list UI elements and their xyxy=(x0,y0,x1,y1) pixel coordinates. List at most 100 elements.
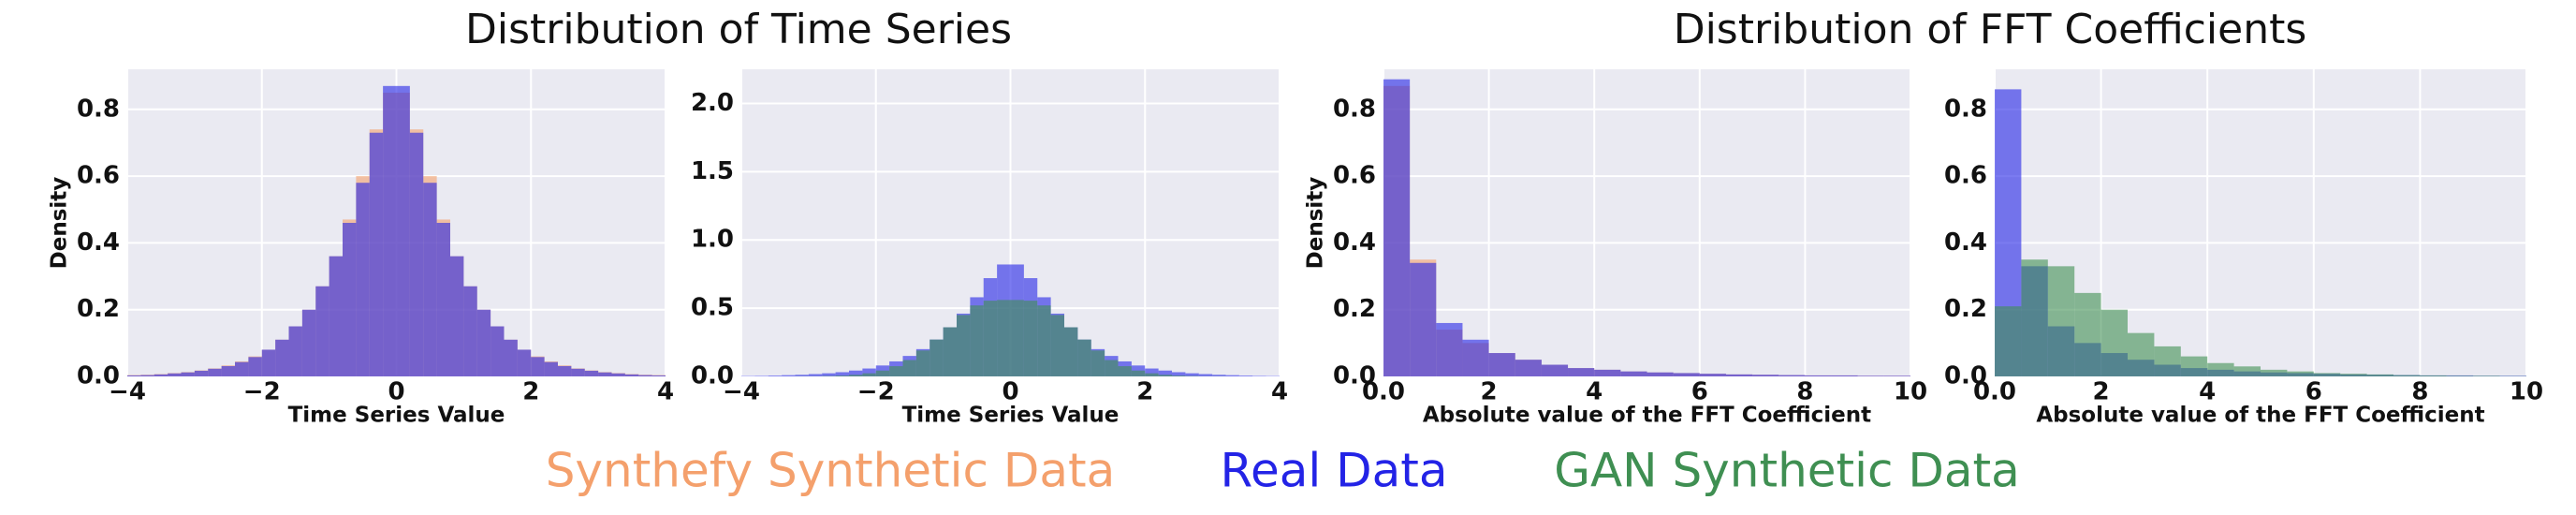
x-tick-label: 2 xyxy=(2093,378,2110,406)
histogram-bar xyxy=(1252,375,1266,376)
histogram-bar xyxy=(127,375,141,376)
y-tick-label: 0.2 xyxy=(1333,295,1376,323)
histogram-bar xyxy=(1238,375,1253,376)
histogram-bar xyxy=(194,370,209,376)
histogram-bar xyxy=(1778,375,1806,376)
histogram-bar xyxy=(2446,375,2474,376)
histogram-bar xyxy=(915,350,930,376)
histogram-bar xyxy=(1995,306,2022,376)
y-tick-label: 0.4 xyxy=(77,228,120,257)
histogram-bar xyxy=(2180,356,2208,376)
histogram-bar xyxy=(423,183,437,376)
histogram-bar xyxy=(450,256,464,376)
x-tick-label: 0 xyxy=(1002,378,1018,406)
x-tick-label: 6 xyxy=(1691,378,1708,406)
histogram-bar xyxy=(517,349,532,376)
histogram-bar xyxy=(383,85,397,377)
histogram-bar xyxy=(598,372,612,376)
histogram-bar xyxy=(1158,375,1172,376)
histogram-bar xyxy=(1090,350,1105,376)
figure-title: Distribution of FFT Coefficients xyxy=(1674,6,2307,53)
y-tick-label: 0.6 xyxy=(1944,162,1987,190)
histogram-bar xyxy=(315,286,329,376)
histogram-bar xyxy=(2313,373,2341,376)
histogram-bar xyxy=(1185,373,1199,376)
histogram-bar xyxy=(1831,375,1858,376)
x-tick-label: 2 xyxy=(1481,378,1498,406)
y-axis-label: Density xyxy=(48,177,72,270)
x-tick-label: 4 xyxy=(1586,378,1603,406)
histogram-bar xyxy=(1673,373,1700,376)
y-tick-label: 2.0 xyxy=(691,89,734,117)
x-tick-label: 4 xyxy=(657,378,674,406)
histogram-bar xyxy=(1077,339,1091,376)
x-tick-label: −2 xyxy=(243,378,281,406)
histogram-bar xyxy=(1883,375,1910,376)
y-tick-label: 0.0 xyxy=(691,362,734,390)
histogram-bar xyxy=(835,375,849,376)
y-tick-label: 0.0 xyxy=(77,362,120,390)
x-tick-label: 8 xyxy=(1796,378,1813,406)
histogram-bar xyxy=(2128,332,2155,376)
histogram-bar xyxy=(248,357,262,376)
y-tick-label: 0.0 xyxy=(1944,362,1987,390)
histogram-bar xyxy=(1752,375,1779,376)
histogram-bar xyxy=(476,309,491,376)
histogram-bar xyxy=(1594,369,1621,376)
histogram-bar xyxy=(558,365,572,376)
y-tick-label: 0.2 xyxy=(1944,295,1987,323)
histogram-bar xyxy=(261,349,276,376)
histogram-bar xyxy=(2473,375,2500,376)
histogram-bar xyxy=(329,256,343,376)
histogram-bar xyxy=(1568,368,1595,376)
x-tick-label: 6 xyxy=(2305,378,2322,406)
histogram-bar xyxy=(1172,375,1186,376)
x-tick-label: 2 xyxy=(522,378,539,406)
histogram-bar xyxy=(2047,266,2075,376)
x-axis-label: Time Series Value xyxy=(288,404,505,428)
histogram-bar xyxy=(140,375,154,376)
plot-area xyxy=(1383,69,1910,376)
histogram-bar xyxy=(822,373,836,376)
y-tick-label: 0.5 xyxy=(691,294,734,322)
histogram-bar xyxy=(1462,339,1489,376)
y-tick-label: 0.4 xyxy=(1944,228,1987,257)
x-tick-label: 2 xyxy=(1136,378,1153,406)
subplot: 0.0 0.2 0.4 0.6 0.8 0.0 2 4 6 8 10 Absolute value o… xyxy=(1944,69,2543,428)
histogram-bar xyxy=(356,183,370,376)
histogram-bar xyxy=(1118,366,1132,376)
histogram-bar xyxy=(436,223,450,376)
x-tick-label: −4 xyxy=(723,378,760,406)
histogram-bar xyxy=(531,357,545,376)
x-axis-label: Time Series Value xyxy=(902,404,1120,428)
histogram-bar xyxy=(638,375,652,376)
x-tick-label: −4 xyxy=(109,378,146,406)
x-tick-label: 4 xyxy=(2199,378,2216,406)
x-axis-label: Absolute value of the FFT Coefficient xyxy=(1423,404,1871,428)
histogram-bar xyxy=(301,309,316,376)
y-tick-label: 0.2 xyxy=(77,295,120,323)
histogram-bar xyxy=(1131,370,1146,376)
histogram-bar xyxy=(1023,301,1038,376)
histogram-bar xyxy=(409,132,424,376)
histogram-bar xyxy=(1010,300,1024,376)
x-axis-label: Absolute value of the FFT Coefficient xyxy=(2036,404,2484,428)
histogram-bar xyxy=(1488,353,1515,376)
histogram-bar xyxy=(1620,371,1647,376)
histogram-bar xyxy=(754,375,768,376)
histogram-bar xyxy=(463,286,477,376)
histogram-bar xyxy=(2100,309,2128,376)
histogram-bar xyxy=(1158,370,1172,376)
histogram-bar xyxy=(1145,368,1159,376)
y-tick-label: 1.5 xyxy=(691,157,734,185)
histogram-bar xyxy=(2021,259,2048,376)
histogram-bar xyxy=(651,375,666,376)
histogram-bar xyxy=(490,326,505,376)
histogram-bar xyxy=(835,372,849,376)
histogram-bar xyxy=(288,326,302,376)
histogram-bar xyxy=(2261,369,2288,376)
histogram-bar xyxy=(1225,375,1239,376)
y-tick-label: 1.0 xyxy=(691,226,734,254)
histogram-bar xyxy=(795,375,809,376)
